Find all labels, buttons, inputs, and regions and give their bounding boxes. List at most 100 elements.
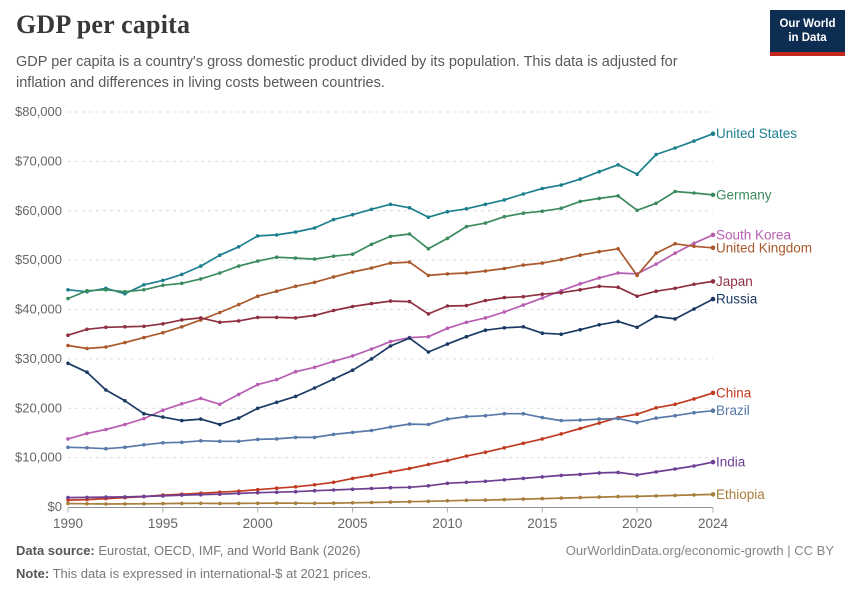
point-russia-2011 xyxy=(464,334,469,339)
point-japan-1998 xyxy=(218,320,222,325)
point-united-kingdom-2022 xyxy=(673,242,677,246)
point-south-korea-2010 xyxy=(445,326,450,331)
series-label-china[interactable]: China xyxy=(716,385,752,400)
point-india-1992 xyxy=(104,495,108,499)
series-label-india[interactable]: India xyxy=(716,455,746,470)
point-united-states-2007 xyxy=(388,202,393,207)
point-ethiopia-2010 xyxy=(445,499,450,503)
point-japan-1990 xyxy=(66,333,70,338)
x-tick-label-2000: 2000 xyxy=(243,516,273,531)
point-ethiopia-2007 xyxy=(388,500,393,504)
point-japan-1995 xyxy=(161,322,165,326)
point-brazil-1996 xyxy=(180,440,184,445)
point-brazil-2023 xyxy=(692,410,696,415)
point-russia-2003 xyxy=(312,386,317,390)
point-india-2022 xyxy=(673,467,677,471)
owid-logo[interactable]: Our World in Data xyxy=(770,10,845,56)
point-japan-2002 xyxy=(293,316,298,320)
series-label-germany[interactable]: Germany xyxy=(716,187,772,202)
series-germany: Germany xyxy=(66,187,772,301)
point-ethiopia-2015 xyxy=(540,496,545,501)
point-ethiopia-2008 xyxy=(407,499,412,504)
point-south-korea-2005 xyxy=(350,354,355,358)
point-russia-2017 xyxy=(578,327,582,332)
chart-subtitle: GDP per capita is a country's gross dome… xyxy=(16,54,678,92)
series-label-united-kingdom[interactable]: United Kingdom xyxy=(716,240,812,255)
point-china-2023 xyxy=(692,397,696,401)
point-south-korea-1998 xyxy=(218,402,222,407)
point-india-2019 xyxy=(616,470,620,475)
point-brazil-2010 xyxy=(445,417,450,421)
point-india-2017 xyxy=(578,472,582,477)
point-india-1994 xyxy=(142,494,146,499)
point-china-2006 xyxy=(369,473,374,478)
point-south-korea-1994 xyxy=(142,416,146,421)
point-south-korea-2018 xyxy=(597,276,601,280)
point-united-states-1994 xyxy=(142,283,146,287)
point-india-2003 xyxy=(312,488,317,493)
point-brazil-2014 xyxy=(521,411,526,416)
owid-logo-accent-bar xyxy=(770,52,845,56)
point-china-2001 xyxy=(274,486,279,491)
point-germany-2017 xyxy=(578,199,582,204)
point-japan-2017 xyxy=(578,288,582,292)
point-china-2021 xyxy=(654,406,658,410)
point-india-2005 xyxy=(350,487,355,492)
series-label-united-states[interactable]: United States xyxy=(716,126,797,141)
point-ethiopia-1990 xyxy=(66,501,70,506)
point-japan-2020 xyxy=(635,294,639,299)
series-label-south-korea[interactable]: South Korea xyxy=(716,227,792,242)
point-brazil-2005 xyxy=(350,430,355,435)
point-india-2021 xyxy=(654,470,658,474)
footer-link[interactable]: OurWorldinData.org/economic-growth | CC … xyxy=(565,543,834,558)
point-ethiopia-1992 xyxy=(104,502,108,506)
series-label-japan[interactable]: Japan xyxy=(716,274,753,289)
point-united-states-2016 xyxy=(559,183,563,187)
point-brazil-2009 xyxy=(426,422,431,427)
point-japan-2001 xyxy=(274,315,279,320)
point-united-states-2010 xyxy=(445,209,450,214)
point-ethiopia-1993 xyxy=(123,502,127,506)
point-united-kingdom-2021 xyxy=(654,251,658,255)
point-united-kingdom-1995 xyxy=(161,330,165,335)
point-japan-2007 xyxy=(388,299,393,303)
point-brazil-2019 xyxy=(616,416,620,421)
point-japan-2024 xyxy=(710,279,716,284)
point-china-2005 xyxy=(350,476,355,481)
x-tick-label-2005: 2005 xyxy=(338,516,368,531)
series-label-brazil[interactable]: Brazil xyxy=(716,403,750,418)
point-russia-2001 xyxy=(274,400,279,405)
point-united-kingdom-1992 xyxy=(104,345,108,349)
point-south-korea-1996 xyxy=(180,402,184,406)
footer-note-text: This data is expressed in international-… xyxy=(49,566,372,581)
point-russia-2002 xyxy=(293,394,298,399)
point-united-states-2004 xyxy=(331,217,336,222)
point-south-korea-1995 xyxy=(161,408,165,413)
point-germany-2010 xyxy=(445,236,450,241)
point-germany-1992 xyxy=(104,288,108,292)
point-russia-2014 xyxy=(521,325,526,329)
point-brazil-2017 xyxy=(578,418,582,422)
point-japan-2010 xyxy=(445,304,450,308)
point-south-korea-2013 xyxy=(502,310,507,314)
point-united-kingdom-1990 xyxy=(66,343,70,348)
point-brazil-2012 xyxy=(483,413,488,418)
point-russia-1997 xyxy=(199,417,203,421)
point-russia-1992 xyxy=(104,388,108,392)
point-united-states-2001 xyxy=(274,233,279,237)
point-india-2007 xyxy=(388,485,393,490)
point-russia-2018 xyxy=(597,323,601,327)
point-india-1999 xyxy=(236,491,241,496)
point-japan-1997 xyxy=(199,316,203,320)
point-india-2010 xyxy=(445,481,450,486)
series-india: India xyxy=(66,455,746,500)
point-china-2015 xyxy=(540,437,545,441)
point-south-korea-2012 xyxy=(483,316,488,320)
series-label-russia[interactable]: Russia xyxy=(716,292,758,307)
point-south-korea-2024 xyxy=(710,232,716,238)
point-india-1993 xyxy=(123,495,127,499)
point-brazil-1993 xyxy=(123,445,127,450)
series-label-ethiopia[interactable]: Ethiopia xyxy=(716,487,765,502)
point-germany-2022 xyxy=(673,189,677,194)
point-japan-2013 xyxy=(502,295,507,300)
